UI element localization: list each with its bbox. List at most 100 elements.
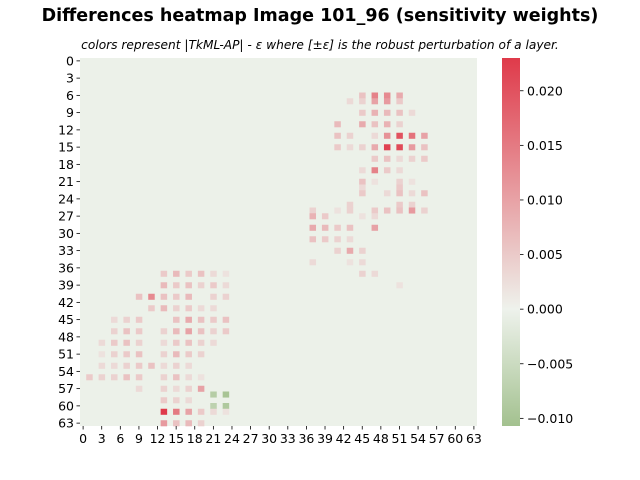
heatmap-cell (371, 132, 379, 139)
heatmap-cell (371, 155, 379, 162)
heatmap-cell (160, 362, 168, 369)
heatmap-cell (321, 213, 329, 220)
heatmap-cell (185, 397, 192, 404)
heatmap-cell (111, 316, 118, 323)
heatmap-cell (408, 201, 416, 208)
heatmap-cell (359, 92, 366, 99)
heatmap-cell (359, 121, 366, 128)
heatmap-background (80, 58, 477, 426)
heatmap-cell (371, 109, 379, 116)
heatmap-cell (173, 293, 180, 300)
heatmap-cell (98, 362, 106, 369)
heatmap-cell (98, 351, 106, 358)
x-tick-label: 3 (98, 431, 106, 446)
heatmap-cell (173, 420, 180, 427)
heatmap-cell (222, 293, 230, 300)
heatmap-cell (135, 328, 143, 335)
heatmap-cell (396, 207, 403, 214)
heatmap-cell (222, 270, 230, 277)
heatmap-cell (346, 132, 354, 139)
heatmap-cell (197, 282, 205, 289)
colorbar-tick-label: 0.000 (527, 302, 563, 317)
heatmap-cell (222, 328, 230, 335)
heatmap-cell (309, 207, 317, 214)
heatmap-cell (346, 247, 354, 254)
heatmap-cell (148, 305, 155, 312)
heatmap-cell (160, 374, 168, 381)
heatmap-cell (173, 408, 180, 415)
heatmap-cell (371, 224, 379, 231)
x-tick-label: 30 (261, 431, 277, 446)
heatmap-cell (185, 362, 192, 369)
heatmap-cell (160, 385, 168, 392)
heatmap-cell (210, 328, 217, 335)
heatmap-cell (383, 167, 391, 174)
heatmap-cell (383, 190, 391, 197)
y-tick-label: 9 (66, 105, 74, 120)
heatmap-cell (396, 121, 403, 128)
heatmap-cell (123, 374, 130, 381)
x-tick-label: 9 (135, 431, 143, 446)
heatmap-cell (210, 339, 217, 346)
y-tick-label: 0 (66, 53, 74, 68)
heatmap-cell (135, 351, 143, 358)
heatmap-cell (98, 374, 106, 381)
y-tick-label: 21 (58, 174, 74, 189)
heatmap-cell (197, 408, 205, 415)
heatmap-cell (408, 207, 416, 214)
heatmap-cell (421, 207, 428, 214)
x-tick-label: 48 (373, 431, 389, 446)
heatmap-cell (359, 98, 366, 105)
heatmap-cell (334, 207, 341, 214)
heatmap-cell (359, 259, 366, 266)
heatmap-cell (359, 167, 366, 174)
heatmap-cell (185, 316, 192, 323)
x-tick-label: 60 (447, 431, 463, 446)
heatmap-cell (371, 213, 379, 220)
heatmap-cell (383, 98, 391, 105)
heatmap-cell (383, 121, 391, 128)
x-tick-label: 12 (150, 431, 166, 446)
x-tick-label: 39 (317, 431, 333, 446)
heatmap-cell (111, 351, 118, 358)
heatmap-cell (160, 351, 168, 358)
heatmap-cell (197, 351, 205, 358)
heatmap-cell (346, 98, 354, 105)
heatmap-cell (185, 339, 192, 346)
y-tick-label: 51 (58, 347, 74, 362)
heatmap-cell (309, 259, 317, 266)
heatmap-cell (334, 121, 341, 128)
heatmap-cell (135, 385, 143, 392)
y-tick-label: 24 (58, 191, 74, 206)
colorbar-axis: 0.020 0.015 0.010 0.005 0.000 −0.005 −0.010 (520, 83, 573, 426)
heatmap-cell (197, 420, 205, 427)
heatmap-cell (421, 190, 428, 197)
heatmap-cell (210, 293, 217, 300)
heatmap-cell (123, 362, 130, 369)
heatmap-cell (173, 397, 180, 404)
heatmap-cell (321, 224, 329, 231)
heatmap-cell (222, 282, 230, 289)
heatmap-cell (359, 144, 366, 151)
heatmap-cell (185, 270, 192, 277)
heatmap-cell (111, 362, 118, 369)
heatmap-cell (396, 144, 403, 151)
y-tick-label: 45 (58, 312, 74, 327)
heatmap-cell (173, 339, 180, 346)
heatmap-cell (346, 201, 354, 208)
x-tick-label: 42 (336, 431, 352, 446)
x-tick-label: 33 (280, 431, 296, 446)
heatmap-cell (111, 374, 118, 381)
heatmap-cell (173, 385, 180, 392)
heatmap-cell (383, 92, 391, 99)
colorbar-tick-label: 0.005 (527, 247, 563, 262)
y-tick-label: 42 (58, 295, 74, 310)
heatmap-cell (359, 190, 366, 197)
heatmap-cell (222, 391, 230, 398)
heatmap-cell (173, 362, 180, 369)
y-tick-label: 18 (58, 157, 74, 172)
y-tick-label: 12 (58, 122, 74, 137)
heatmap-cell (359, 247, 366, 254)
